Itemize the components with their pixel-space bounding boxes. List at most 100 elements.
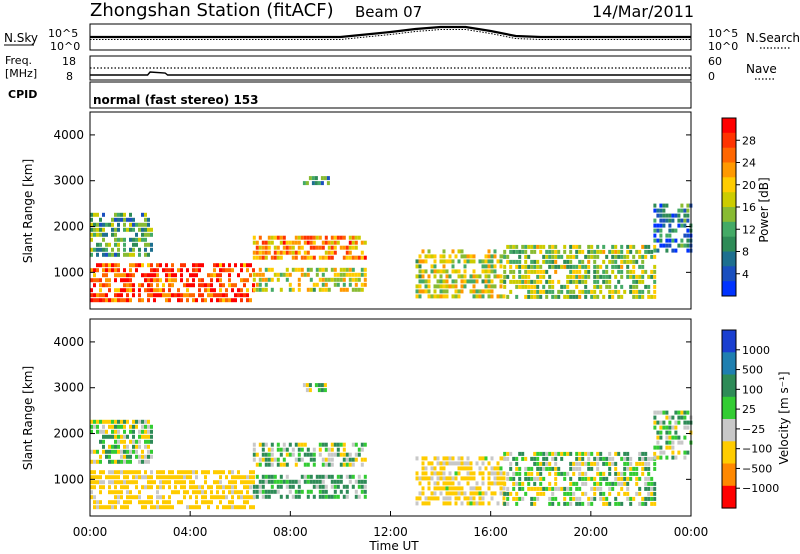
power-cell <box>460 279 464 284</box>
velocity-cell <box>255 474 259 479</box>
velocity-cell <box>463 476 467 481</box>
velocity-cell <box>267 494 271 499</box>
velocity-cell <box>102 439 105 444</box>
power-cell <box>659 203 663 208</box>
power-cell <box>228 298 231 303</box>
velocity-cell <box>674 435 678 440</box>
velocity-cell <box>279 462 283 467</box>
velocity-cell <box>599 481 603 486</box>
power-cell <box>258 267 262 272</box>
velocity-cell <box>644 496 648 501</box>
velocity-cell <box>363 489 367 494</box>
velocity-cell <box>545 451 549 456</box>
power-cell <box>102 227 105 232</box>
velocity-cell <box>647 486 651 491</box>
velocity-cell <box>144 439 147 444</box>
freq-line <box>90 71 691 76</box>
power-cell <box>96 247 99 252</box>
velocity-cell <box>183 495 186 500</box>
velocity-colorbar-frame <box>721 329 737 509</box>
velocity-cell <box>638 451 642 456</box>
velocity-cell <box>150 475 153 480</box>
velocity-cell <box>677 450 681 455</box>
power-cell <box>96 252 99 257</box>
velocity-cell <box>490 491 494 496</box>
power-cell <box>653 254 657 259</box>
power-cell <box>357 277 361 282</box>
velocity-cell <box>114 449 117 454</box>
power-cell <box>360 287 364 292</box>
power-cell <box>105 293 108 298</box>
power-cell <box>192 293 195 298</box>
power-cell <box>605 279 609 284</box>
power-cell <box>433 259 437 264</box>
power-cell <box>581 279 585 284</box>
velocity-cell <box>542 476 546 481</box>
power-cell <box>327 245 331 250</box>
velocity-cell <box>584 471 588 476</box>
velocity-cell <box>267 457 271 462</box>
velocity-cell <box>524 491 528 496</box>
velocity-cell <box>135 424 138 429</box>
velocity-cell <box>114 459 117 464</box>
power-cell <box>204 288 207 293</box>
power-cell <box>258 287 262 292</box>
power-cell <box>93 293 96 298</box>
power-cell <box>261 272 265 277</box>
power-cell <box>318 277 322 282</box>
power-colorbar-swatch <box>722 147 736 163</box>
velocity-cell <box>650 481 654 486</box>
velocity-cell <box>457 456 461 461</box>
velocity-cell <box>318 494 322 499</box>
velocity-cell <box>231 470 234 475</box>
velocity-cell <box>141 429 144 434</box>
power-cell <box>354 255 358 260</box>
power-cell <box>90 293 93 298</box>
velocity-cell <box>433 481 437 486</box>
velocity-cell <box>222 490 225 495</box>
velocity-cell <box>219 470 222 475</box>
power-cell <box>620 269 624 274</box>
power-cell <box>460 254 464 259</box>
power-cell <box>575 294 579 299</box>
power-cell <box>548 284 552 289</box>
power-cell <box>518 284 522 289</box>
power-cell <box>493 284 497 289</box>
power-cell <box>569 244 573 249</box>
power-cell <box>572 274 576 279</box>
power-cell <box>339 272 343 277</box>
velocity-cell <box>225 495 228 500</box>
velocity-cell <box>466 461 470 466</box>
velocity-cell <box>294 489 298 494</box>
power-cell <box>572 279 576 284</box>
power-cell <box>288 250 292 255</box>
power-cell <box>129 288 132 293</box>
velocity-cell <box>545 486 549 491</box>
velocity-cell <box>291 479 295 484</box>
velocity-cell <box>129 429 132 434</box>
velocity-cell <box>677 420 681 425</box>
velocity-cell <box>448 501 452 506</box>
power-cell <box>129 283 132 288</box>
velocity-cell <box>674 455 678 460</box>
velocity-cell <box>102 480 105 485</box>
power-cell <box>442 284 446 289</box>
power-cell <box>363 272 367 277</box>
power-cell <box>123 288 126 293</box>
power-cell <box>96 232 99 237</box>
velocity-cell <box>93 424 96 429</box>
power-cell <box>102 298 105 303</box>
power-cell <box>656 228 660 233</box>
power-cell <box>348 267 352 272</box>
power-cell <box>418 264 422 269</box>
velocity-cell <box>282 462 286 467</box>
velocity-cell <box>518 451 522 456</box>
power-cell <box>569 289 573 294</box>
power-cell <box>360 267 364 272</box>
power-cell <box>333 235 337 240</box>
power-cell <box>463 274 467 279</box>
power-cell <box>210 293 213 298</box>
velocity-cell <box>150 495 153 500</box>
power-cell <box>309 240 313 245</box>
power-cell <box>572 289 576 294</box>
